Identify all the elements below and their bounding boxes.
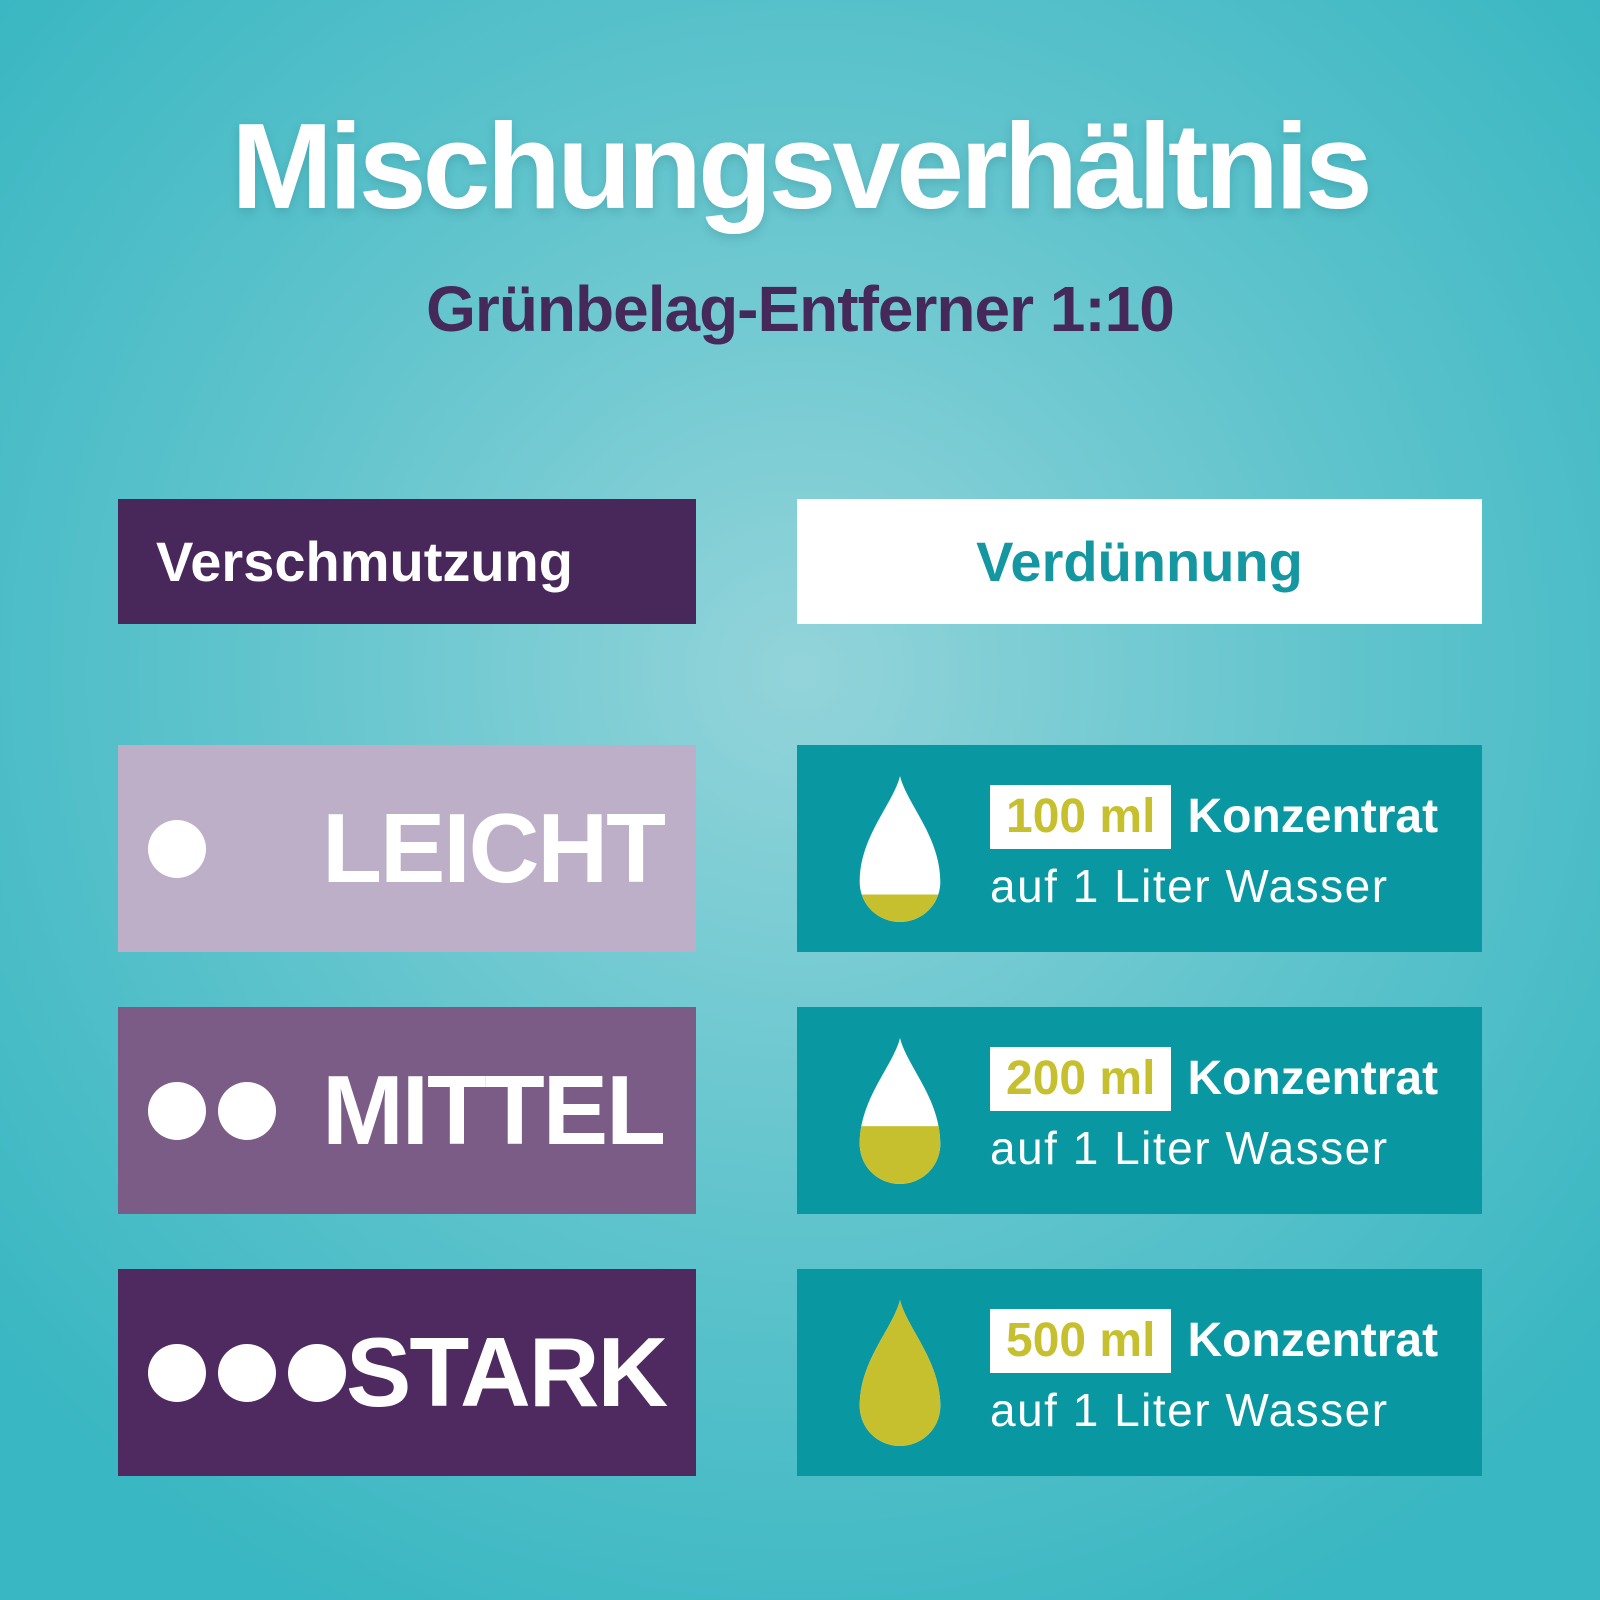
verschmutzung-header: Verschmutzung bbox=[118, 499, 696, 624]
dot-icon bbox=[218, 1343, 276, 1402]
concentrate-label: Konzentrat bbox=[1187, 790, 1439, 843]
severity-cell-leicht: LEICHT bbox=[118, 745, 696, 952]
concentrate-label: Konzentrat bbox=[1187, 1314, 1439, 1367]
dot-icon bbox=[218, 1081, 276, 1140]
amount-badge: 500 ml bbox=[990, 1308, 1172, 1373]
dilution-text: 200 ml Konzentrat auf 1 Liter Wasser bbox=[990, 1046, 1439, 1175]
severity-label: LEICHT bbox=[322, 793, 666, 903]
dot-icon bbox=[148, 1343, 206, 1402]
dilution-cell-mittel: 200 ml Konzentrat auf 1 Liter Wasser bbox=[797, 1007, 1482, 1214]
severity-dots bbox=[148, 1081, 276, 1140]
droplet-icon bbox=[859, 775, 941, 922]
dilution-text: 500 ml Konzentrat auf 1 Liter Wasser bbox=[990, 1308, 1439, 1437]
dot-icon bbox=[148, 819, 206, 878]
droplet-icon bbox=[859, 1037, 941, 1184]
dilution-text: 100 ml Konzentrat auf 1 Liter Wasser bbox=[990, 784, 1439, 913]
severity-label: MITTEL bbox=[322, 1055, 666, 1165]
water-label: auf 1 Liter Wasser bbox=[990, 1121, 1389, 1174]
water-label: auf 1 Liter Wasser bbox=[990, 859, 1389, 912]
concentrate-label: Konzentrat bbox=[1187, 1052, 1439, 1105]
severity-label: STARK bbox=[346, 1317, 668, 1427]
severity-dots bbox=[148, 819, 206, 878]
dilution-cell-stark: 500 ml Konzentrat auf 1 Liter Wasser bbox=[797, 1269, 1482, 1476]
amount-badge: 100 ml bbox=[990, 784, 1172, 849]
severity-dots bbox=[148, 1343, 346, 1402]
severity-cell-mittel: MITTEL bbox=[118, 1007, 696, 1214]
verduennung-header: Verdünnung bbox=[797, 499, 1482, 624]
page-title: Mischungsverhältnis bbox=[231, 98, 1373, 234]
droplet-icon bbox=[859, 1299, 941, 1446]
severity-cell-stark: STARK bbox=[118, 1269, 696, 1476]
amount-badge: 200 ml bbox=[990, 1046, 1172, 1111]
dot-icon bbox=[288, 1343, 346, 1402]
water-label: auf 1 Liter Wasser bbox=[990, 1383, 1389, 1436]
dot-icon bbox=[148, 1081, 206, 1140]
page-subtitle: Grünbelag-Entferner 1:10 bbox=[426, 273, 1175, 345]
dilution-cell-leicht: 100 ml Konzentrat auf 1 Liter Wasser bbox=[797, 745, 1482, 952]
